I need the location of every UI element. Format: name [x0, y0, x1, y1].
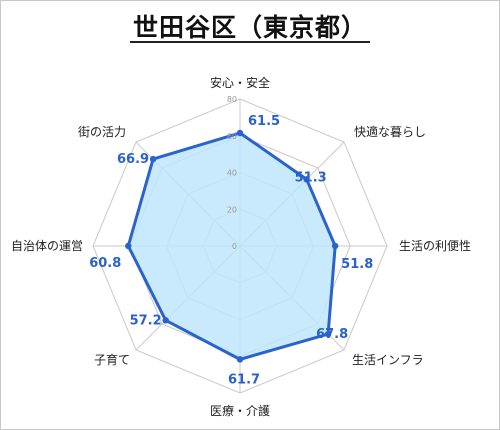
value-label-0: 61.5: [248, 114, 280, 129]
data-point-3: [324, 330, 332, 338]
title-underline: [130, 41, 370, 43]
value-label-4: 61.7: [228, 372, 260, 387]
value-label-7: 66.9: [117, 152, 149, 167]
value-label-5: 57.2: [130, 313, 162, 328]
axis-label-2: 生活の利便性: [399, 239, 471, 253]
value-label-3: 67.8: [316, 327, 348, 342]
data-point-5: [162, 317, 169, 324]
data-point-7: [149, 155, 157, 163]
tick-label-80: 80: [227, 95, 237, 104]
data-point-1: [303, 176, 310, 183]
tick-label-40: 40: [227, 169, 237, 178]
axis-label-3: 生活インフラ: [352, 353, 424, 367]
chart-title: 世田谷区（東京都）: [132, 13, 367, 42]
value-label-2: 51.8: [341, 257, 373, 272]
axis-label-0: 安心・安全: [210, 75, 270, 90]
tick-label-0: 0: [232, 242, 237, 251]
value-label-1: 51.3: [295, 170, 327, 185]
tick-label-60: 60: [227, 132, 237, 141]
axis-label-1: 快適な暮らし: [354, 124, 426, 139]
data-point-4: [236, 356, 244, 363]
tick-label-20: 20: [227, 205, 237, 214]
axis-label-5: 子育て: [94, 352, 130, 367]
value-label-6: 60.8: [89, 256, 121, 271]
data-point-0: [236, 129, 244, 137]
axis-label-7: 街の活力: [78, 125, 126, 139]
axis-label-6: 自治体の運営: [11, 239, 83, 253]
data-point-6: [125, 242, 132, 250]
data-point-2: [331, 242, 339, 250]
axis-label-4: 医療・介護: [210, 403, 270, 418]
